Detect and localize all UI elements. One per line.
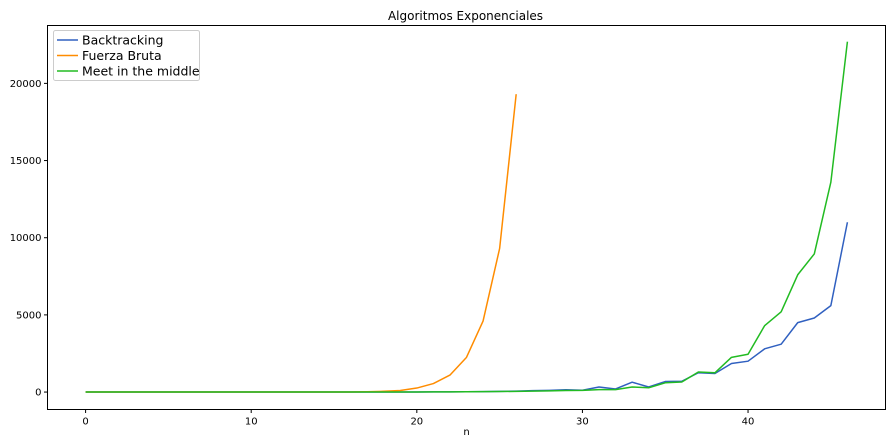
x-tick-label: 10: [245, 417, 258, 428]
y-tick-label: 10000: [10, 233, 42, 244]
x-axis-label: n: [463, 427, 469, 438]
chart-title: Algoritmos Exponenciales: [388, 9, 543, 23]
x-tick-label: 20: [410, 417, 423, 428]
y-tick-label: 0: [35, 388, 41, 399]
plot-frame: [47, 25, 886, 410]
y-tick-label: 15000: [10, 156, 42, 167]
legend-label-0: Backtracking: [82, 33, 164, 48]
legend-label-2: Meet in the middle: [82, 64, 200, 79]
x-axis: 0 10 20 30 40: [82, 409, 755, 428]
y-tick-label: 20000: [10, 79, 42, 90]
x-tick-label: 0: [82, 417, 88, 428]
series-line-2: [85, 41, 849, 393]
series-line-0: [85, 222, 849, 393]
y-axis: 0 5000 10000 15000 20000: [10, 79, 48, 399]
series-line-1: [85, 94, 517, 393]
x-tick-label: 30: [576, 417, 589, 428]
legend-label-1: Fuerza Bruta: [82, 48, 162, 63]
x-tick-label: 40: [742, 417, 755, 428]
plot-lines: [85, 41, 849, 393]
y-tick-label: 5000: [16, 310, 41, 321]
legend-box: [53, 30, 200, 81]
